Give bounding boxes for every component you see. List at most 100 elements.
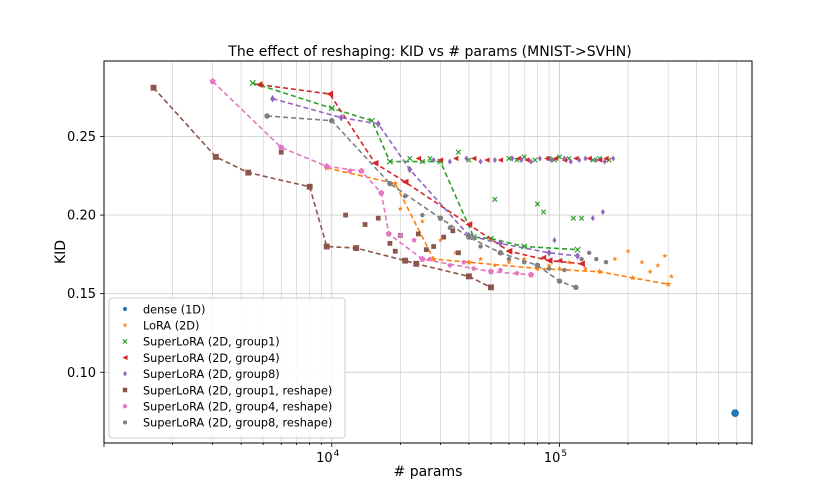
line-point <box>430 255 437 262</box>
line-point <box>323 243 330 250</box>
data-point <box>278 149 284 155</box>
data-point <box>375 215 381 221</box>
data-point <box>478 244 483 249</box>
data-point <box>461 259 467 265</box>
data-point <box>343 212 348 218</box>
data-point <box>431 156 436 164</box>
line-point <box>375 120 381 128</box>
data-point <box>552 237 557 244</box>
line-point <box>358 167 365 174</box>
data-point <box>397 206 403 211</box>
data-point <box>540 209 547 215</box>
data-point <box>506 155 512 162</box>
line-point <box>546 249 552 257</box>
x-axis-label: # params <box>394 464 463 480</box>
line-point <box>488 284 494 291</box>
data-point <box>411 237 417 243</box>
data-point <box>397 232 403 238</box>
line-point <box>249 79 256 87</box>
line-point <box>466 234 472 240</box>
series-4 <box>270 94 616 260</box>
data-point <box>603 155 609 162</box>
data-point <box>540 254 547 261</box>
data-point <box>577 156 582 164</box>
data-point <box>427 155 433 162</box>
data-point <box>570 215 576 221</box>
data-point <box>603 260 609 265</box>
line-point <box>385 230 392 237</box>
data-point <box>478 158 483 165</box>
line-point <box>629 274 637 281</box>
line-point <box>270 94 276 103</box>
line-point <box>437 215 444 221</box>
legend: dense (1D) LoRA (2D) SuperLoRA (2D, group1… <box>108 297 346 439</box>
legend-label: SuperLoRA (2D, group1, reshape) <box>143 384 332 397</box>
data-point <box>492 196 498 202</box>
data-point <box>586 250 592 255</box>
legend-marker <box>122 306 128 312</box>
data-point <box>647 268 653 274</box>
data-point <box>441 234 447 240</box>
data-point <box>447 158 452 165</box>
data-point <box>625 248 631 254</box>
legend-marker <box>122 387 128 393</box>
line-point <box>212 153 219 160</box>
data-point <box>497 267 503 273</box>
data-point <box>731 409 739 417</box>
line-point <box>575 252 581 260</box>
series-line <box>326 167 669 285</box>
legend-label: SuperLoRA (2D, group1) <box>143 336 280 349</box>
legend-marker <box>123 370 127 377</box>
data-point <box>407 155 413 162</box>
y-tick-label: 0.10 <box>67 366 96 381</box>
legend-label: SuperLoRA (2D, group8, reshape) <box>143 417 332 430</box>
data-point <box>506 256 512 262</box>
legend-marker <box>122 420 128 425</box>
data-point <box>529 158 534 165</box>
data-point <box>415 155 422 162</box>
line-point <box>578 260 585 268</box>
line-point <box>328 105 335 112</box>
line-point <box>465 221 473 228</box>
series-7 <box>264 113 609 291</box>
data-point <box>600 208 605 215</box>
legend-marker <box>122 355 128 361</box>
data-point <box>362 222 368 227</box>
line-point <box>664 280 672 287</box>
data-point <box>420 212 425 218</box>
series-line <box>267 115 577 289</box>
legend-marker <box>122 403 128 409</box>
line-point <box>497 250 504 256</box>
line-point <box>209 78 216 85</box>
data-point <box>519 156 524 164</box>
y-tick-label: 0.15 <box>67 287 96 302</box>
line-point <box>487 268 495 275</box>
data-point <box>510 155 515 162</box>
data-point <box>452 155 459 162</box>
data-point <box>582 265 589 271</box>
data-point <box>470 155 477 162</box>
line-point <box>306 183 313 190</box>
plot-frame <box>103 60 753 444</box>
data-point <box>492 156 497 164</box>
legend-label: SuperLoRA (2D, group4) <box>143 352 280 365</box>
data-point <box>534 201 541 207</box>
line-point <box>326 90 334 98</box>
line-point <box>387 180 393 187</box>
data-point <box>612 256 618 262</box>
series-3 <box>255 81 609 268</box>
legend-label: SuperLoRA (2D, group4, reshape) <box>143 401 332 414</box>
line-point <box>386 158 394 165</box>
series-0 <box>731 409 739 417</box>
data-point <box>484 157 490 163</box>
line-point <box>255 81 263 88</box>
data-point <box>532 157 538 163</box>
line-point <box>323 163 330 169</box>
line-point <box>353 245 360 252</box>
legend-label: dense (1D) <box>143 303 205 316</box>
data-point <box>387 240 393 246</box>
data-point <box>655 262 661 268</box>
data-point <box>437 157 444 163</box>
data-point <box>549 156 554 164</box>
